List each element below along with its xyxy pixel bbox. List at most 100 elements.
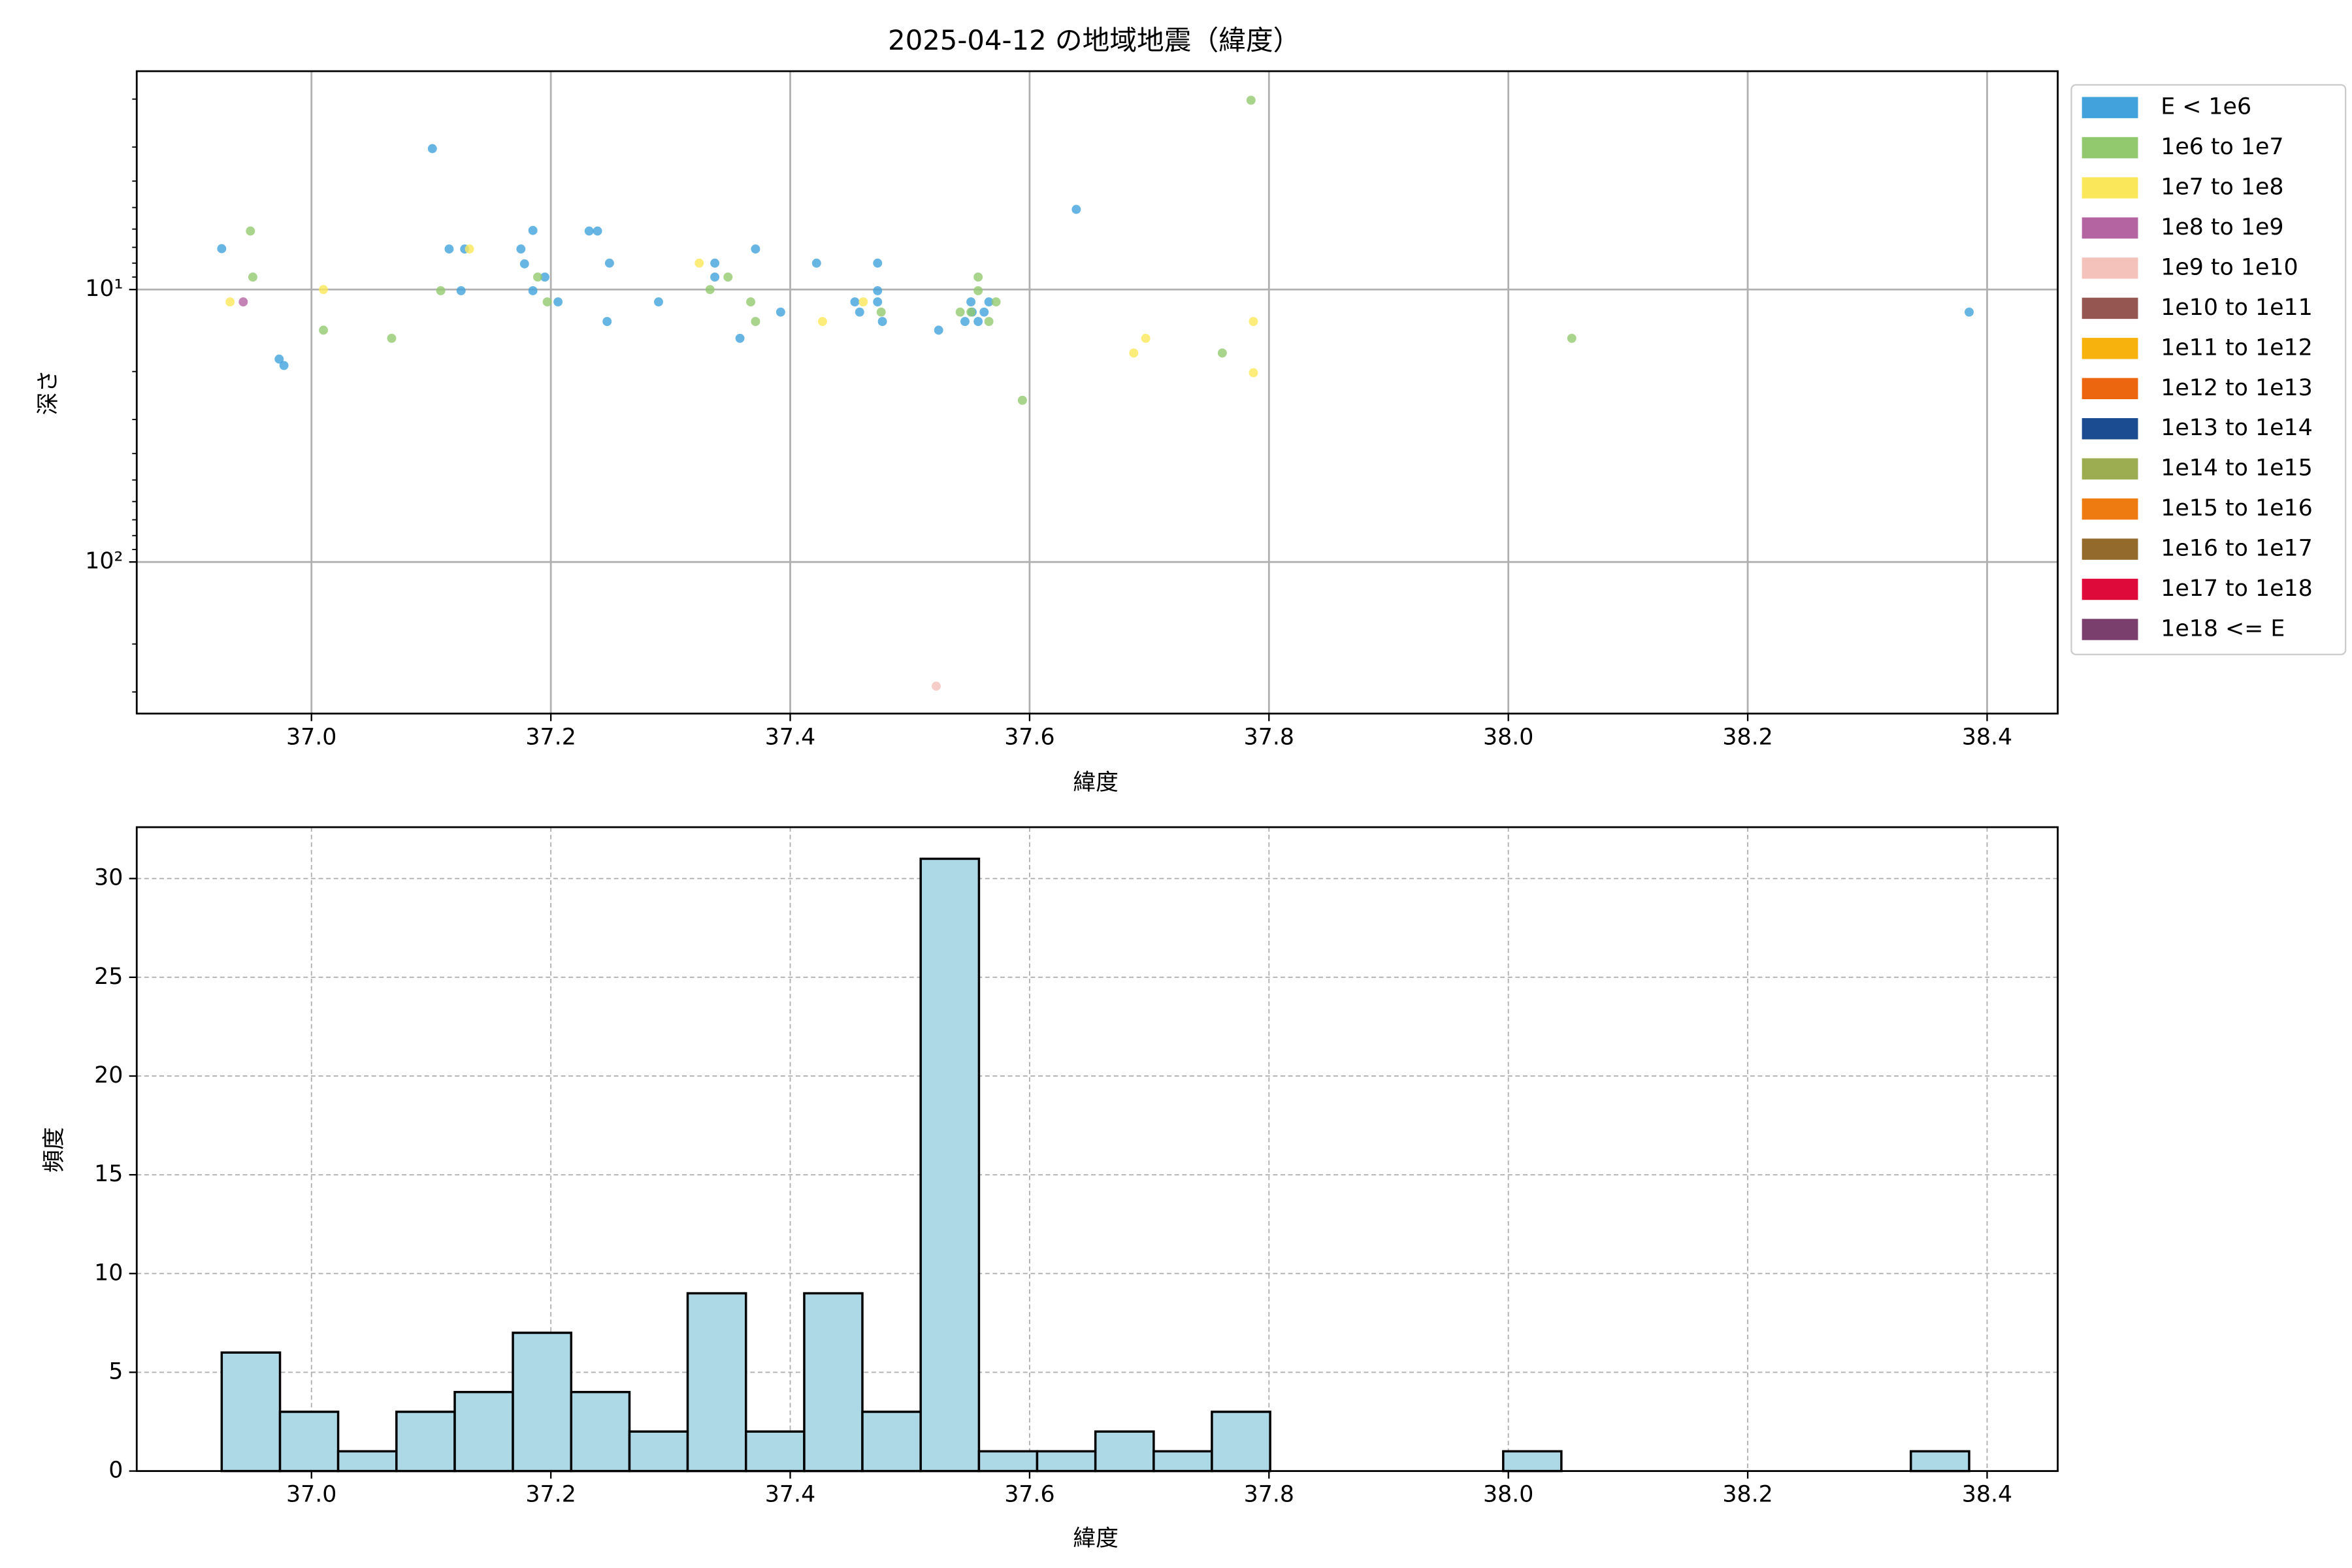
chart-title: 2025-04-12 の地域地震（緯度） [888,24,1300,56]
legend-label: 1e7 to 1e8 [2161,174,2283,201]
point [436,286,446,295]
point [746,297,756,307]
point [966,307,976,317]
point [456,286,466,295]
point [858,297,868,307]
x-tick-label: 37.0 [286,1482,336,1508]
point [540,272,549,282]
x-tick-label: 38.4 [1962,724,2012,750]
point [528,225,538,235]
x-tick-label: 37.8 [1244,724,1294,750]
point [274,354,284,364]
point [818,317,827,327]
point [694,258,704,268]
x-tick-label: 37.4 [765,724,815,750]
point [735,333,745,343]
x-tick-label: 37.4 [765,1482,815,1508]
point [533,272,542,282]
y-tick-label: 10 [94,1260,123,1286]
point [955,307,965,317]
x-tick-label: 37.6 [1004,724,1054,750]
x-axis-label: 緯度 [1073,1526,1119,1552]
point [1017,395,1027,405]
bar [512,1331,573,1473]
y-tick-label: 30 [94,865,123,891]
point [984,317,994,327]
point [811,258,821,268]
legend-label: 1e12 to 1e13 [2161,375,2313,401]
point [584,226,594,236]
point [973,317,983,327]
point [593,226,602,236]
bar [919,857,981,1473]
point [751,317,760,327]
point [960,317,970,327]
bar [803,1292,864,1473]
y-tick-label: 20 [94,1062,123,1088]
x-tick-label: 38.2 [1722,1482,1772,1508]
point [876,307,886,317]
bar [1036,1450,1097,1473]
y-axis-label: 頻度 [41,1127,67,1173]
bar [1502,1450,1563,1473]
legend-label: 1e11 to 1e12 [2161,335,2313,361]
legend-label: 1e14 to 1e15 [2161,455,2313,482]
legend-swatch [2082,137,2138,159]
point [1567,333,1576,343]
x-tick-label: 37.0 [286,724,336,750]
point [654,297,663,307]
legend-label: E < 1e6 [2161,94,2251,120]
point [710,258,720,268]
point [542,297,552,307]
point [751,244,760,254]
plot-frame [135,826,2059,1472]
point [934,325,943,335]
legend-label: 1e16 to 1e17 [2161,536,2313,562]
point [1965,307,1974,317]
x-tick-label: 38.0 [1483,1482,1533,1508]
point [873,258,883,268]
legend-label: 1e15 to 1e16 [2161,495,2313,521]
point [973,272,983,282]
y-tick-label: 10¹ [85,276,123,302]
point [973,286,983,295]
point [1141,333,1151,343]
point [465,244,474,254]
point [855,307,864,317]
bar [220,1351,282,1473]
point [984,297,994,307]
point [528,286,538,295]
legend-label: 1e17 to 1e18 [2161,576,2313,602]
legend-label: 1e10 to 1e11 [2161,295,2313,321]
point [1246,95,1256,105]
legend-label: 1e8 to 1e9 [2161,214,2283,240]
point [1249,317,1258,327]
point [444,244,454,254]
legend-swatch [2082,458,2138,480]
point [604,258,614,268]
y-tick-label: 15 [94,1161,123,1187]
bar [453,1390,514,1473]
point [991,297,1001,307]
legend-label: 1e13 to 1e14 [2161,415,2313,441]
point [966,297,976,307]
point [1071,204,1081,214]
point [217,244,227,253]
point [519,259,529,269]
bar [1152,1450,1213,1473]
x-tick-label: 37.2 [525,724,576,750]
x-axis-label: 緯度 [1073,770,1119,796]
y-tick-label: 5 [108,1358,123,1384]
point [710,272,720,282]
legend-swatch [2082,619,2138,640]
point [873,286,883,295]
point [427,144,437,154]
legend-swatch [2082,498,2138,520]
legend-swatch [2082,217,2138,239]
point [1249,368,1258,378]
x-tick-label: 37.6 [1004,1482,1054,1508]
legend-swatch [2082,257,2138,279]
bar [1910,1450,1970,1473]
x-tick-label: 37.2 [525,1482,576,1508]
point [279,361,289,370]
